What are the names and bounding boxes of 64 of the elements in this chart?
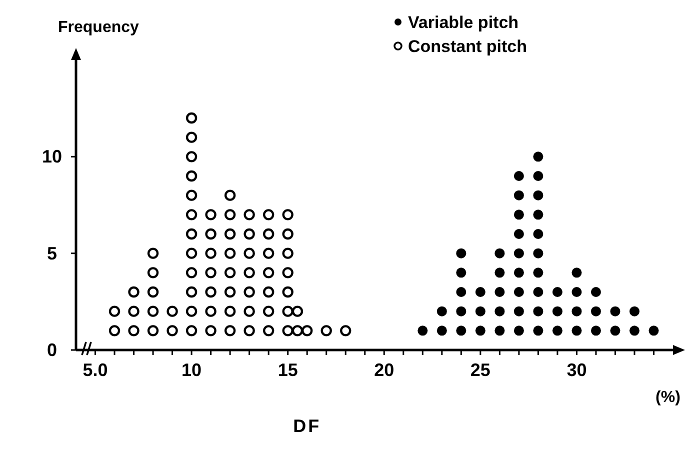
point bbox=[475, 306, 486, 316]
point bbox=[514, 210, 524, 220]
point bbox=[552, 306, 562, 316]
point bbox=[533, 210, 544, 220]
point bbox=[418, 326, 428, 336]
point bbox=[514, 248, 524, 258]
x-tick-label: 30 bbox=[566, 360, 587, 380]
point bbox=[456, 326, 466, 336]
y-axis-title: Frequency bbox=[58, 19, 140, 36]
point bbox=[494, 287, 505, 297]
point bbox=[552, 287, 562, 297]
y-tick-label: 10 bbox=[42, 146, 62, 167]
point bbox=[514, 229, 524, 239]
point bbox=[533, 287, 544, 297]
y-tick-label: 0 bbox=[46, 340, 58, 360]
point bbox=[514, 287, 524, 297]
point bbox=[572, 268, 582, 278]
point bbox=[572, 326, 582, 336]
x-tick-label: 10 bbox=[182, 360, 202, 380]
point bbox=[629, 326, 640, 336]
x-tick-label: 25 bbox=[470, 360, 490, 380]
point bbox=[590, 326, 601, 336]
point bbox=[533, 306, 544, 316]
point bbox=[533, 171, 544, 181]
point bbox=[533, 229, 544, 239]
point bbox=[533, 326, 544, 336]
point bbox=[475, 326, 486, 336]
point bbox=[552, 326, 562, 336]
legend-label: Variable pitch bbox=[408, 13, 519, 32]
point bbox=[629, 306, 640, 316]
point bbox=[514, 306, 524, 316]
point bbox=[533, 268, 544, 278]
x-axis-title: DF bbox=[293, 416, 322, 436]
point bbox=[610, 326, 620, 336]
point bbox=[533, 190, 544, 200]
point bbox=[514, 190, 524, 200]
point bbox=[456, 287, 466, 297]
point bbox=[436, 306, 447, 316]
point bbox=[456, 248, 466, 258]
point bbox=[494, 248, 505, 258]
point bbox=[494, 326, 505, 336]
x-tick-label: 20 bbox=[374, 360, 394, 380]
point bbox=[494, 268, 505, 278]
point bbox=[456, 268, 466, 278]
point bbox=[590, 306, 601, 316]
legend-label: Constant pitch bbox=[408, 37, 527, 56]
point bbox=[514, 268, 524, 278]
point bbox=[456, 306, 466, 316]
point bbox=[533, 248, 544, 258]
point bbox=[572, 306, 582, 316]
y-tick-label: 5 bbox=[46, 243, 58, 264]
point bbox=[494, 306, 505, 316]
point bbox=[590, 287, 601, 297]
point bbox=[533, 152, 544, 162]
text: (%) bbox=[656, 389, 680, 406]
point bbox=[514, 326, 524, 336]
x-tick-label: 15 bbox=[278, 360, 298, 380]
point bbox=[475, 287, 486, 297]
point bbox=[648, 326, 659, 336]
x-tick-label: 5.0 bbox=[82, 360, 108, 380]
point bbox=[610, 306, 620, 316]
point bbox=[514, 171, 524, 181]
point bbox=[436, 326, 447, 336]
point bbox=[572, 287, 582, 297]
